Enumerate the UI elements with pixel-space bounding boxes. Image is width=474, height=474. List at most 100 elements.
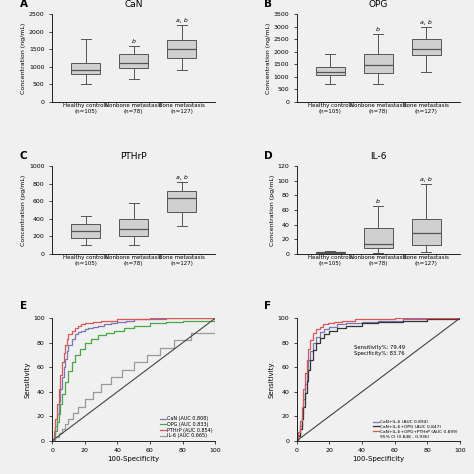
OPG (AUC 0.833) bbox=[95, 333, 100, 338]
IL-6 (AUC 0.665) bbox=[119, 367, 125, 373]
OPG (AUC 0.833) bbox=[56, 411, 62, 417]
CaN (AUC 0.808) bbox=[82, 327, 88, 332]
PTHrP (AUC 0.854) bbox=[59, 360, 65, 365]
CaN+IL-6 (AUC 0.894) bbox=[304, 368, 310, 374]
IL-6 (AUC 0.665) bbox=[108, 374, 114, 380]
PTHrP (AUC 0.854) bbox=[69, 328, 74, 333]
CaN+IL-6+OPG+PTHrP (AUC 0.899) bbox=[301, 386, 306, 392]
Text: b: b bbox=[132, 38, 136, 44]
Y-axis label: Concentration (pg/mL): Concentration (pg/mL) bbox=[21, 174, 26, 246]
CaN+IL-6+OPG+PTHrP (AUC 0.899) bbox=[295, 429, 301, 435]
CaN (AUC 0.808) bbox=[59, 374, 65, 380]
CaN+IL-6+OPG+PTHrP (AUC 0.899) bbox=[331, 319, 337, 325]
OPG (AUC 0.833) bbox=[103, 330, 109, 336]
Legend: CaN+IL-6 (AUC 0.894), CaN+IL-6+OPG (AUC 0.847), CaN+IL-6+OPG+PTHrP (AUC 0.899), : CaN+IL-6 (AUC 0.894), CaN+IL-6+OPG (AUC … bbox=[374, 420, 457, 438]
CaN (AUC 0.808) bbox=[123, 318, 128, 324]
Bar bbox=[71, 224, 100, 238]
OPG (AUC 0.833) bbox=[69, 360, 74, 365]
Y-axis label: Sensitivity: Sensitivity bbox=[24, 361, 30, 398]
Text: PTHrP: PTHrP bbox=[120, 152, 147, 161]
PTHrP (AUC 0.854) bbox=[63, 342, 68, 348]
CaN (AUC 0.808) bbox=[61, 365, 66, 370]
OPG (AUC 0.833) bbox=[77, 346, 82, 352]
CaN+IL-6+OPG+PTHrP (AUC 0.899) bbox=[297, 419, 303, 424]
CaN+IL-6+OPG+PTHrP (AUC 0.899) bbox=[307, 337, 313, 343]
CaN+IL-6+OPG (AUC 0.847) bbox=[305, 367, 311, 373]
IL-6 (AUC 0.665) bbox=[49, 438, 55, 444]
Bar bbox=[412, 39, 441, 55]
OPG (AUC 0.833) bbox=[59, 392, 65, 397]
Text: a, b: a, b bbox=[420, 177, 432, 182]
OPG (AUC 0.833) bbox=[147, 320, 153, 326]
CaN (AUC 0.808) bbox=[95, 323, 100, 328]
Text: B: B bbox=[264, 0, 272, 9]
Line: CaN+IL-6+OPG (AUC 0.847): CaN+IL-6+OPG (AUC 0.847) bbox=[297, 318, 460, 441]
CaN+IL-6+OPG (AUC 0.847) bbox=[317, 335, 322, 341]
CaN+IL-6+OPG (AUC 0.847) bbox=[400, 318, 406, 324]
PTHrP (AUC 0.854) bbox=[53, 416, 58, 421]
CaN+IL-6+OPG (AUC 0.847) bbox=[424, 317, 430, 322]
PTHrP (AUC 0.854) bbox=[147, 315, 153, 321]
Text: F: F bbox=[264, 301, 271, 311]
CaN (AUC 0.808) bbox=[85, 325, 91, 331]
CaN (AUC 0.808) bbox=[75, 329, 81, 335]
IL-6 (AUC 0.665) bbox=[188, 330, 193, 336]
OPG (AUC 0.833) bbox=[54, 419, 60, 425]
Text: OPG: OPG bbox=[369, 0, 388, 9]
CaN (AUC 0.808) bbox=[69, 336, 74, 342]
CaN+IL-6 (AUC 0.894) bbox=[424, 315, 430, 321]
IL-6 (AUC 0.665) bbox=[63, 421, 68, 427]
Bar bbox=[119, 55, 148, 69]
CaN (AUC 0.808) bbox=[64, 348, 70, 354]
OPG (AUC 0.833) bbox=[57, 401, 63, 407]
Line: CaN (AUC 0.808): CaN (AUC 0.808) bbox=[52, 318, 215, 441]
PTHrP (AUC 0.854) bbox=[72, 325, 78, 331]
IL-6 (AUC 0.665) bbox=[65, 416, 71, 421]
OPG (AUC 0.833) bbox=[89, 336, 94, 342]
OPG (AUC 0.833) bbox=[49, 438, 55, 444]
PTHrP (AUC 0.854) bbox=[49, 438, 55, 444]
CaN+IL-6+OPG+PTHrP (AUC 0.899) bbox=[353, 317, 358, 322]
Text: Sensitivity%: 79.49
Specificity%: 83.76: Sensitivity%: 79.49 Specificity%: 83.76 bbox=[354, 345, 405, 356]
Bar bbox=[316, 252, 345, 253]
Bar bbox=[364, 54, 392, 73]
CaN+IL-6+OPG (AUC 0.847) bbox=[335, 325, 340, 331]
IL-6 (AUC 0.665) bbox=[82, 396, 88, 402]
CaN+IL-6 (AUC 0.894) bbox=[359, 319, 365, 325]
Bar bbox=[167, 40, 196, 58]
CaN+IL-6 (AUC 0.894) bbox=[343, 320, 348, 326]
Text: D: D bbox=[264, 151, 273, 161]
Line: PTHrP (AUC 0.854): PTHrP (AUC 0.854) bbox=[52, 318, 215, 441]
OPG (AUC 0.833) bbox=[63, 379, 68, 385]
Y-axis label: Concentration (ng/mL): Concentration (ng/mL) bbox=[21, 22, 26, 93]
IL-6 (AUC 0.665) bbox=[131, 360, 137, 365]
CaN+IL-6+OPG (AUC 0.847) bbox=[295, 433, 301, 439]
OPG (AUC 0.833) bbox=[111, 328, 117, 333]
CaN+IL-6+OPG (AUC 0.847) bbox=[304, 378, 310, 383]
CaN+IL-6+OPG (AUC 0.847) bbox=[321, 331, 327, 337]
CaN+IL-6+OPG+PTHrP (AUC 0.899) bbox=[339, 318, 345, 324]
X-axis label: 100-Specificity: 100-Specificity bbox=[352, 456, 404, 462]
Text: C: C bbox=[19, 151, 27, 161]
IL-6 (AUC 0.665) bbox=[53, 434, 58, 440]
CaN (AUC 0.808) bbox=[72, 331, 78, 337]
CaN+IL-6 (AUC 0.894) bbox=[317, 329, 322, 335]
CaN (AUC 0.808) bbox=[108, 320, 114, 326]
Y-axis label: Sensitivity: Sensitivity bbox=[269, 361, 274, 398]
Line: CaN+IL-6+OPG+PTHrP (AUC 0.899): CaN+IL-6+OPG+PTHrP (AUC 0.899) bbox=[297, 318, 460, 441]
OPG (AUC 0.833) bbox=[72, 352, 78, 358]
Text: b: b bbox=[376, 199, 380, 204]
CaN+IL-6+OPG+PTHrP (AUC 0.899) bbox=[320, 321, 326, 327]
PTHrP (AUC 0.854) bbox=[56, 386, 62, 392]
CaN+IL-6+OPG (AUC 0.847) bbox=[457, 315, 463, 321]
OPG (AUC 0.833) bbox=[164, 319, 169, 325]
Text: a, b: a, b bbox=[176, 175, 188, 180]
CaN (AUC 0.808) bbox=[212, 315, 218, 321]
CaN (AUC 0.808) bbox=[49, 438, 55, 444]
Text: a, b: a, b bbox=[420, 19, 432, 25]
PTHrP (AUC 0.854) bbox=[131, 317, 137, 322]
CaN+IL-6+OPG+PTHrP (AUC 0.899) bbox=[317, 324, 322, 330]
Text: CaN: CaN bbox=[124, 0, 143, 9]
CaN+IL-6+OPG+PTHrP (AUC 0.899) bbox=[369, 317, 374, 322]
CaN+IL-6+OPG+PTHrP (AUC 0.899) bbox=[416, 315, 422, 321]
